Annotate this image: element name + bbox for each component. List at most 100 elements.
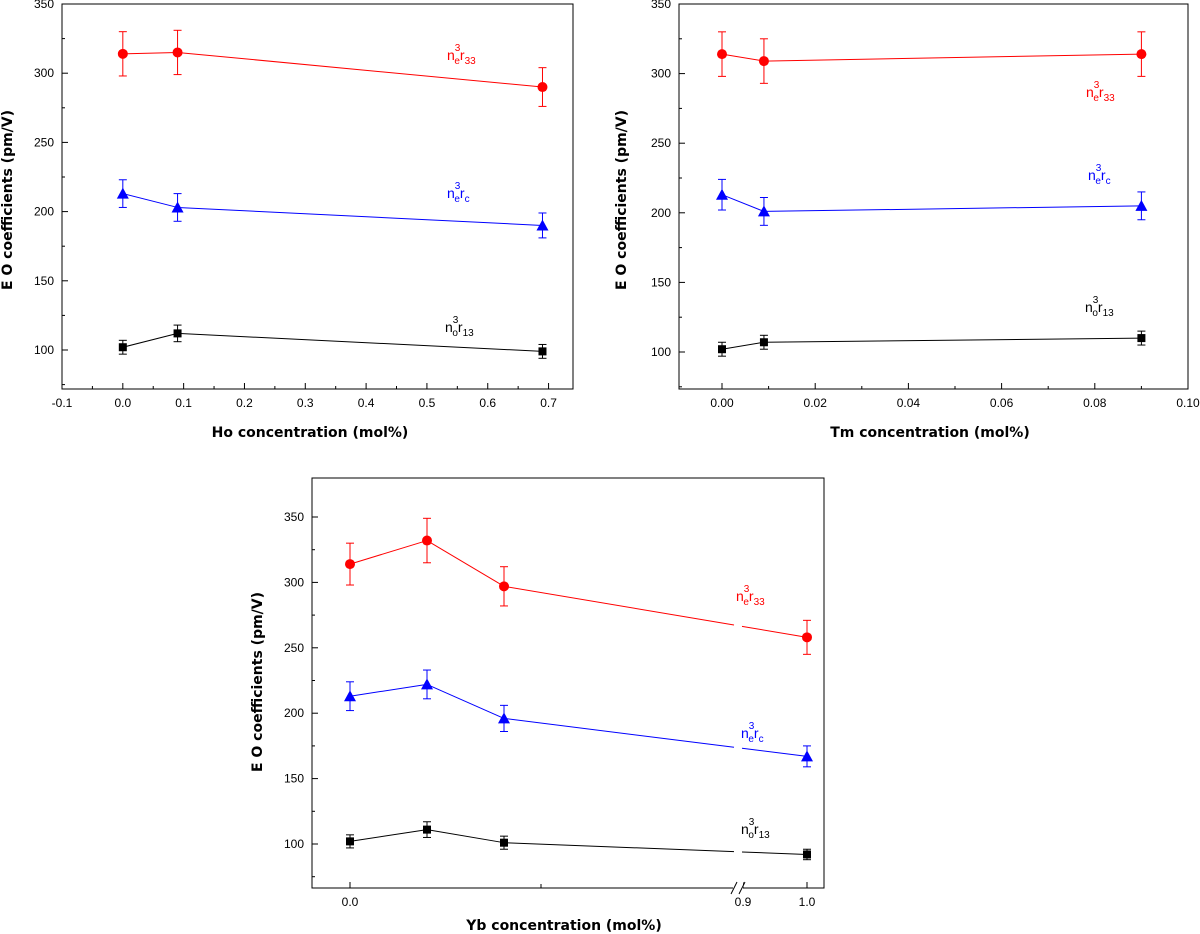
y-tick-label: 150: [284, 772, 304, 786]
data-point: [118, 343, 127, 352]
x-tick-label: 0.7: [540, 396, 557, 410]
x-tick-label: 0.06: [990, 396, 1014, 410]
series-circle: [345, 517, 812, 655]
y-tick-label: 300: [284, 575, 304, 589]
chart-tm: 100 150 200 250 300 350 0.00 0.02 0.04 0.06 0.08 0.…: [614, 0, 1200, 441]
data-point: [758, 56, 769, 67]
series-line: [349, 683, 428, 697]
data-point: [801, 750, 813, 762]
y-tick-label: 350: [651, 0, 671, 11]
y-tick-label: 350: [284, 510, 304, 524]
data-point: [536, 219, 549, 231]
series-circle: [117, 29, 548, 107]
series-label: n3 er33: [447, 43, 476, 67]
y-axis-label: E O coefficients (pm/V): [250, 592, 266, 772]
y-tick-label: 150: [651, 275, 671, 289]
y-tick-label: 300: [34, 66, 54, 80]
y-tick-label: 200: [651, 206, 671, 220]
series-label: n3 erc: [447, 181, 470, 205]
y-tick-label: 300: [651, 67, 671, 81]
data-point: [172, 47, 183, 58]
x-tick-label: 0.2: [236, 396, 253, 410]
y-axis-label: E O coefficients (pm/V): [614, 110, 630, 290]
series-label: n3 erc: [741, 721, 764, 745]
series-label: n3 or13: [445, 315, 474, 339]
axis-break-gap: [733, 882, 743, 894]
data-point: [173, 329, 182, 338]
series-line: [349, 540, 428, 565]
x-tick-label: 1.0: [799, 895, 816, 909]
data-point: [421, 678, 433, 690]
series-square: [718, 330, 1146, 357]
data-point: [500, 838, 508, 847]
x-axis-label: Yb concentration (mol%): [465, 918, 662, 934]
plot-frame: [311, 477, 825, 889]
data-point: [537, 82, 548, 93]
x-tick-label: 0.3: [297, 396, 314, 410]
series-label: n3 or13: [1085, 295, 1114, 319]
series-line: [721, 341, 765, 350]
y-tick-label: 100: [34, 343, 54, 357]
data-point: [498, 712, 510, 724]
series-triangle: [716, 178, 1148, 226]
y-tick-label: 250: [34, 135, 54, 149]
x-tick-label: 0.00: [710, 396, 734, 410]
series-line: [741, 851, 808, 855]
data-point: [803, 850, 811, 859]
series-line: [721, 53, 765, 62]
data-point: [499, 581, 509, 592]
series-line: [122, 193, 178, 208]
series-line: [503, 717, 735, 748]
y-tick-label: 250: [284, 641, 304, 655]
x-tick-label: 0.04: [897, 396, 921, 410]
data-point: [759, 338, 768, 347]
data-point: [422, 535, 432, 546]
series-label: n3 er33: [736, 584, 765, 608]
series-label: n3 erc: [1088, 163, 1111, 187]
y-tick-label: 200: [284, 706, 304, 720]
data-point: [538, 347, 547, 356]
series-line: [503, 585, 735, 626]
plot-frame: [61, 3, 574, 390]
series-line: [763, 205, 1142, 212]
series-label: n3 er33: [1086, 80, 1115, 104]
x-tick-label: -0.1: [52, 396, 73, 410]
x-tick-label: 0.02: [804, 396, 828, 410]
data-point: [117, 48, 128, 59]
data-point: [717, 49, 727, 60]
y-tick-label: 350: [34, 0, 54, 11]
y-tick-label: 100: [284, 837, 304, 851]
data-point: [346, 837, 354, 846]
series-line: [122, 51, 178, 55]
series-line: [349, 829, 428, 842]
x-tick-label: 0.9: [735, 895, 752, 909]
data-point: [423, 825, 431, 834]
x-tick-label: 0.5: [419, 396, 436, 410]
series-circle: [717, 31, 1147, 84]
series-line: [763, 53, 1142, 62]
series-line: [122, 332, 178, 348]
data-point: [802, 632, 812, 643]
series-line: [721, 194, 765, 212]
series-square: [118, 324, 547, 359]
data-point: [757, 205, 770, 217]
data-point: [1136, 49, 1147, 60]
series-line: [763, 337, 1142, 343]
series-line: [177, 332, 543, 352]
x-tick-label: 0.08: [1083, 396, 1107, 410]
series-line: [426, 829, 505, 844]
data-point: [718, 345, 726, 354]
y-tick-label: 150: [34, 274, 54, 288]
x-tick-label: 0.6: [479, 396, 496, 410]
series-line: [177, 206, 543, 226]
axis-break-mark: [730, 881, 738, 895]
series-triangle: [116, 179, 549, 239]
x-tick-label: 0.0: [114, 396, 131, 410]
y-tick-label: 200: [34, 205, 54, 219]
series-triangle: [344, 669, 813, 768]
series-label: n3 or13: [741, 817, 770, 841]
data-point: [1137, 334, 1146, 343]
y-tick-label: 100: [651, 345, 671, 359]
data-point: [116, 187, 129, 199]
